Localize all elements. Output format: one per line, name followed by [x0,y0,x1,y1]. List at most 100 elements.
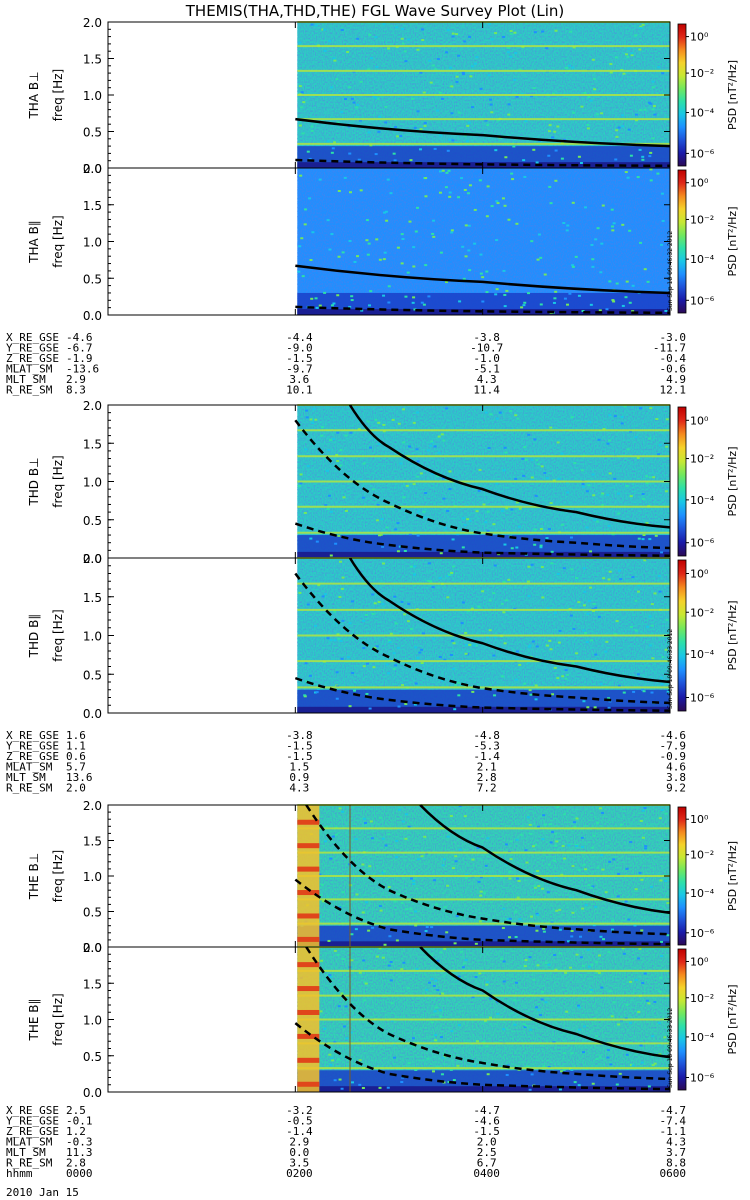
colorbar-tick-label: 10⁻⁶ [690,147,715,160]
psd-pixel [473,62,477,65]
psd-pixel [416,206,420,209]
y-tick-label: 2.0 [83,552,102,566]
psd-pixel [646,280,650,283]
psd-pixel [651,1035,655,1038]
psd-pixel [505,1073,509,1076]
psd-pixel [649,179,653,182]
psd-pixel [556,441,560,444]
psd-pixel [666,902,670,905]
y-tick-label: 1.5 [83,437,102,451]
psd-pixel [463,188,467,191]
psd-pixel [488,193,492,196]
psd-pixel [446,149,450,152]
psd-pixel [437,451,441,454]
psd-pixel [336,431,340,434]
psd-pixel [408,533,412,536]
psd-pixel [530,563,534,566]
psd-pixel [392,152,396,155]
psd-pixel [556,125,560,128]
psd-pixel [488,1016,492,1019]
psd-pixel [430,977,434,980]
psd-pixel [396,646,400,649]
psd-pixel [593,88,597,91]
psd-pixel [554,968,558,971]
psd-pixel [592,609,596,612]
burst-pixel [297,962,320,968]
psd-pixel [649,168,653,171]
psd-pixel [394,528,398,531]
psd-pixel [440,97,444,100]
psd-pixel [348,152,352,155]
ephem-value: 5.7 [66,761,86,774]
psd-pixel [350,299,354,302]
y-tick-label: 0.0 [83,309,102,323]
psd-pixel [362,817,366,820]
psd-pixel [541,887,545,890]
psd-pixel [514,981,518,984]
psd-pixel [440,1036,444,1039]
psd-pixel [555,909,559,912]
psd-pixel [601,868,605,871]
psd-pixel [458,805,462,808]
psd-pixel [369,144,373,147]
ephem-value: -5.1 [473,363,500,376]
psd-pixel [523,446,527,449]
psd-pixel [537,885,541,888]
psd-pixel [333,949,337,952]
psd-pixel [592,602,596,605]
psd-pixel [604,891,608,894]
psd-pixel [518,918,522,921]
psd-pixel [516,417,520,420]
psd-pixel [524,458,528,461]
psd-pixel [298,245,302,248]
psd-pixel [438,576,442,579]
psd-pixel [560,141,564,144]
psd-pixel [560,873,564,876]
y-tick-label: 1.0 [83,476,102,490]
psd-pixel [583,590,587,593]
ephem-label: MLAT_SM [6,363,53,376]
psd-pixel [653,1000,657,1003]
ephem-value: -9.0 [286,342,313,355]
psd-pixel [397,808,401,811]
y-tick-label: 2.0 [83,16,102,30]
psd-pixel [509,858,513,861]
psd-pixel [615,620,619,623]
psd-pixel [510,508,514,511]
psd-pixel [413,308,417,311]
psd-pixel [552,1041,556,1044]
psd-pixel [371,612,375,615]
psd-pixel [594,653,598,656]
ephem-value: -1.4 [286,1125,313,1138]
psd-pixel [547,528,551,531]
psd-pixel [445,407,449,410]
psd-pixel [554,290,558,293]
psd-pixel [599,935,603,938]
psd-pixel [448,488,452,491]
psd-pixel [495,417,499,420]
psd-pixel [388,935,392,938]
psd-pixel [298,85,302,88]
psd-pixel [657,575,661,578]
psd-pixel [427,562,431,565]
psd-pixel [586,612,590,615]
psd-pixel [528,823,532,826]
psd-pixel [400,262,404,265]
psd-pixel [630,54,634,57]
psd-pixel [590,964,594,967]
psd-pixel [543,273,547,276]
psd-pixel [455,75,459,78]
psd-pixel [301,132,305,135]
psd-pixel [582,1051,586,1054]
psd-pixel [416,110,420,113]
burst-band [297,947,320,1092]
psd-pixel [538,1014,542,1017]
psd-pixel [535,645,539,648]
psd-pixel [494,149,498,152]
psd-pixel [502,469,506,472]
psd-pixel [584,868,588,871]
psd-pixel [549,841,553,844]
psd-pixel [466,192,470,195]
psd-pixel [629,154,633,157]
y-tick-label: 1.0 [83,236,102,250]
